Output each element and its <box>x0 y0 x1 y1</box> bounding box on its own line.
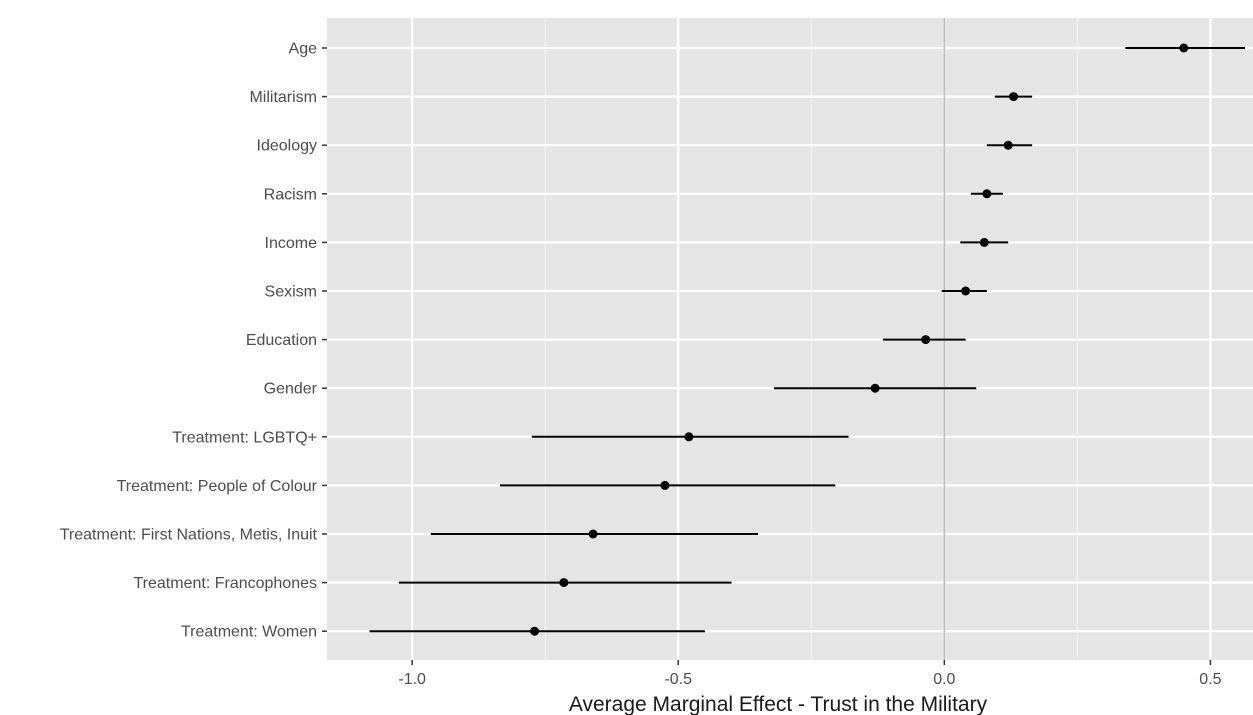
y-tick-label: Militarism <box>249 89 317 106</box>
x-axis-ticks <box>411 660 1212 665</box>
y-tick-label: Education <box>246 332 317 349</box>
estimate-point <box>921 335 931 345</box>
estimate-point <box>979 237 989 247</box>
y-tick-label: Ideology <box>257 138 318 155</box>
x-axis-title: Average Marginal Effect - Trust in the M… <box>569 693 988 715</box>
estimate-point <box>961 286 971 296</box>
y-tick-label: Treatment: LGBTQ+ <box>172 429 317 446</box>
estimate-point <box>982 189 992 199</box>
estimate-point <box>1009 92 1019 102</box>
x-tick-label: 0.0 <box>933 671 955 688</box>
y-tick-label: Gender <box>264 381 318 398</box>
estimate-point <box>588 529 598 539</box>
estimate-point <box>530 626 540 636</box>
estimate-point <box>684 432 694 442</box>
estimate-point <box>870 383 880 393</box>
estimate-point <box>559 578 569 588</box>
estimate-point <box>660 480 670 490</box>
y-axis-ticks <box>322 47 327 632</box>
y-tick-label: Income <box>265 235 318 252</box>
x-axis-labels: -1.0 -0.5 0.0 0.5 <box>398 671 1221 688</box>
y-tick-label: Racism <box>264 186 317 203</box>
y-tick-label: Treatment: Women <box>181 624 317 641</box>
y-tick-label: Treatment: First Nations, Metis, Inuit <box>60 527 318 544</box>
y-tick-label: Treatment: Francophones <box>134 575 318 592</box>
y-tick-label: Treatment: People of Colour <box>117 478 318 495</box>
y-axis-labels: Age Militarism Ideology Racism Income Sexism E… <box>60 41 318 641</box>
y-tick-label: Age <box>289 41 318 58</box>
y-tick-label: Sexism <box>265 284 317 301</box>
x-tick-label: 0.5 <box>1199 671 1221 688</box>
estimate-point <box>1003 140 1013 150</box>
x-tick-label: -0.5 <box>664 671 692 688</box>
estimate-point <box>1179 43 1189 53</box>
point-estimates <box>530 43 1189 636</box>
x-tick-label: -1.0 <box>398 671 426 688</box>
